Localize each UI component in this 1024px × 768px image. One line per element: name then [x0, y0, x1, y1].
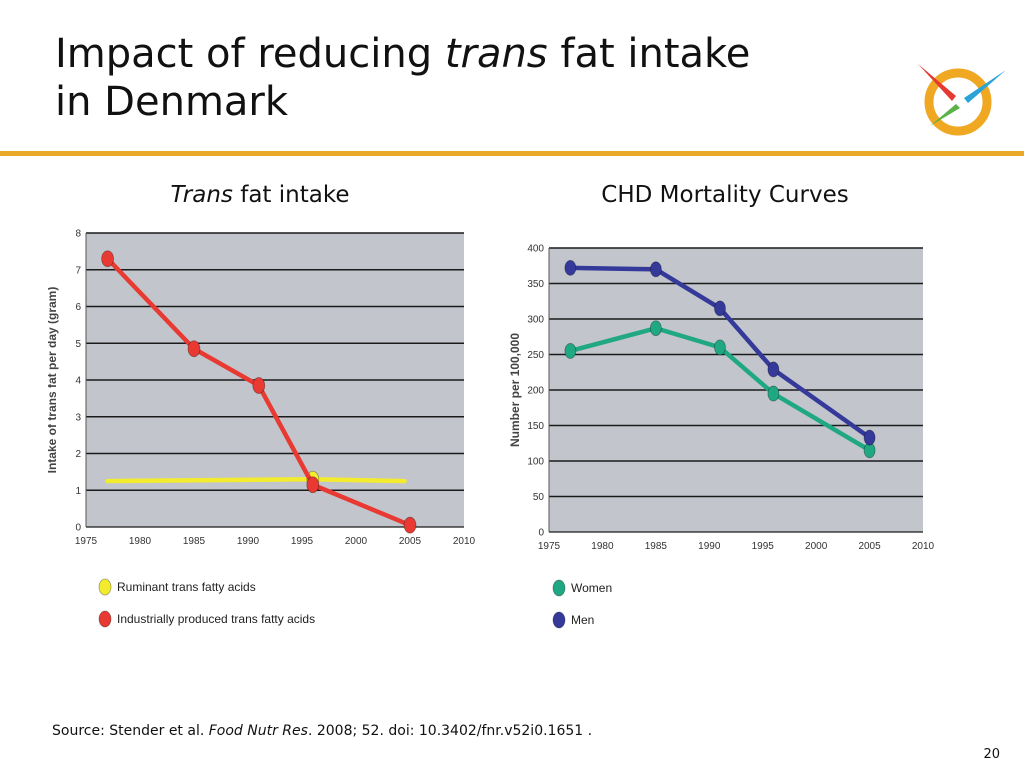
legend-marker: [552, 611, 566, 629]
data-point: [714, 339, 726, 356]
title-divider: [0, 151, 1024, 156]
y-tick-label: 1: [75, 486, 81, 497]
x-tick-label: 1980: [591, 541, 614, 552]
y-tick-label: 8: [75, 229, 81, 240]
y-tick-label: 0: [538, 528, 544, 539]
x-tick-label: 2005: [399, 536, 422, 547]
series-0: [564, 320, 876, 459]
x-tick-label: 1995: [291, 536, 314, 547]
data-point: [564, 343, 577, 359]
y-tick-label: 200: [527, 386, 544, 397]
data-point: [252, 377, 266, 394]
y-tick-label: 3: [75, 412, 81, 423]
series-line: [105, 476, 407, 484]
x-tick-label: 1995: [752, 541, 775, 552]
series-1: [101, 250, 417, 534]
source-citation: Source: Stender et al. Food Nutr Res. 20…: [52, 723, 592, 739]
x-tick-label: 1990: [698, 541, 721, 552]
title-text-part2: fat intake: [547, 31, 751, 77]
x-tick-label: 2010: [912, 541, 935, 552]
series-1: [564, 259, 876, 446]
source-suffix: . 2008; 52. doi: 10.3402/fnr.v52i0.1651 …: [307, 723, 593, 739]
x-tick-label: 1985: [645, 541, 668, 552]
title-text-emphasis: trans: [444, 31, 548, 77]
y-axis-label: Number per 100,000: [508, 333, 522, 447]
x-tick-label: 1980: [129, 536, 152, 547]
y-tick-label: 400: [527, 244, 544, 255]
data-point: [187, 340, 201, 358]
y-tick-label: 6: [75, 302, 81, 313]
slide-title: Impact of reducing trans fat intake in D…: [55, 30, 895, 126]
legend-marker: [98, 610, 112, 628]
x-tick-label: 1985: [183, 536, 206, 547]
x-tick-label: 1975: [538, 541, 561, 552]
heading-rest: fat intake: [232, 182, 350, 208]
data-point: [863, 429, 876, 446]
y-tick-label: 150: [527, 421, 544, 432]
chart-heading-trans-fat: Trans fat intake: [110, 181, 410, 209]
legend-label: Industrially produced trans fatty acids: [117, 612, 315, 626]
legend-label: Women: [571, 581, 612, 595]
y-tick-label: 100: [527, 457, 544, 468]
y-tick-label: 5: [75, 339, 81, 350]
x-tick-label: 2005: [858, 541, 881, 552]
y-tick-label: 300: [527, 315, 544, 326]
data-point: [101, 250, 114, 268]
data-point: [767, 361, 780, 378]
x-tick-label: 1975: [75, 536, 98, 547]
chart-heading-chd-mortality: CHD Mortality Curves: [601, 182, 849, 208]
y-tick-label: 7: [75, 265, 81, 276]
x-tick-label: 2010: [453, 536, 476, 547]
data-point: [714, 300, 726, 317]
legend-label: Ruminant trans fatty acids: [117, 580, 256, 594]
heading-emphasis: Trans: [170, 182, 233, 208]
y-tick-label: 50: [533, 492, 545, 503]
y-tick-label: 350: [527, 279, 544, 290]
data-point: [564, 259, 577, 276]
chd-mortality-chart: 0 50 100 150 200 250 300 350 400 1975 1980 1985 1990…: [508, 244, 935, 629]
data-point: [767, 385, 780, 402]
source-journal: Food Nutr Res: [208, 723, 308, 739]
title-text-line2: in Denmark: [55, 79, 289, 125]
x-tick-label: 1990: [237, 536, 260, 547]
data-point: [649, 320, 662, 337]
x-tick-label: 2000: [805, 541, 828, 552]
trans-fat-chart: 0 1 2 3 4 5 6 7 8 1975 1980 1985 1990 1995 2000 2005 201…: [48, 229, 476, 628]
y-tick-label: 0: [75, 523, 81, 534]
page-number: 20: [983, 747, 1000, 762]
data-point: [306, 476, 320, 494]
x-tick-label: 2000: [345, 536, 368, 547]
y-tick-label: 2: [75, 449, 81, 460]
legend-label: Men: [571, 613, 594, 627]
source-prefix: Source: Stender et al.: [52, 723, 209, 739]
legend-marker: [552, 579, 566, 597]
y-axis-label: Intake of trans fat per day (gram): [48, 287, 59, 474]
title-text-part1: Impact of reducing: [55, 31, 445, 77]
legend-marker: [98, 578, 112, 596]
data-point: [649, 261, 662, 278]
y-tick-label: 250: [527, 350, 544, 361]
y-tick-label: 4: [75, 376, 81, 387]
logo-icon: [918, 64, 1006, 136]
data-point: [403, 516, 417, 534]
